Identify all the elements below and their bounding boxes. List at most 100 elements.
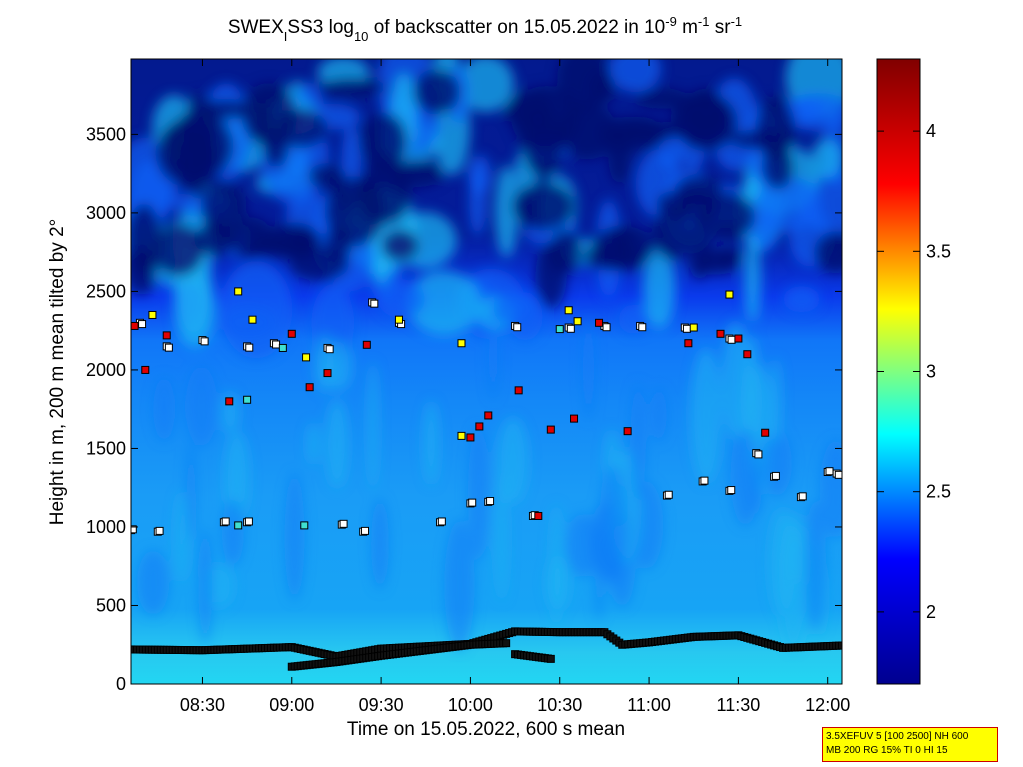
white-marker [566, 324, 575, 333]
texture-patch [811, 138, 842, 179]
red-marker [466, 433, 475, 442]
texture-patch [697, 248, 739, 275]
yellow-marker [457, 339, 466, 348]
texture-patch [469, 167, 486, 237]
cyan-marker [234, 521, 243, 530]
white-marker [727, 486, 736, 495]
y-tick-label: 1000 [86, 517, 126, 537]
y-axis-label: Height in m, 200 m mean tilted by 2° [47, 219, 68, 525]
texture-patch [720, 322, 751, 439]
texture-patch [535, 241, 567, 309]
texture-patch [744, 235, 761, 323]
texture-patch [755, 96, 796, 161]
texture-patch [511, 182, 575, 231]
red-marker [131, 321, 139, 330]
texture-patch [522, 111, 564, 178]
red-marker [475, 422, 484, 431]
texture-patch [643, 247, 676, 329]
y-tick-label: 3500 [86, 124, 126, 144]
texture-patch [198, 527, 213, 645]
white-marker [325, 345, 334, 354]
texture-patch [495, 473, 508, 601]
yellow-marker [248, 315, 257, 324]
texture-patch [635, 88, 689, 109]
y-tick-label: 3000 [86, 203, 126, 223]
texture-patch [457, 59, 515, 113]
texture-patch [358, 112, 408, 171]
texture-patch [308, 163, 346, 189]
texture-patch [671, 92, 731, 148]
red-marker [716, 329, 725, 338]
texture-patch [152, 223, 205, 277]
yellow-marker [564, 306, 573, 315]
yellow-marker [302, 353, 311, 362]
texture-patch [136, 550, 170, 615]
cyan-marker [300, 521, 309, 530]
white-marker [638, 323, 647, 332]
white-marker [754, 450, 763, 459]
x-tick-label: 09:00 [269, 695, 314, 715]
info-line-1: 3.5XEFUV 5 [100 2500] NH 600 [826, 731, 969, 742]
white-marker [825, 467, 834, 476]
texture-patch [221, 499, 245, 566]
texture-patch [608, 59, 662, 93]
chart-title: SWEXISS3 log10 of backscatter on 15.05.2… [228, 14, 742, 44]
texture-patch [358, 161, 411, 226]
texture-patch [183, 93, 218, 160]
texture-patch [306, 422, 321, 466]
texture-patch [558, 102, 617, 160]
info-line-2: MB 200 RG 15% TI 0 HI 15 [826, 745, 948, 756]
x-axis-label: Time on 15.05.2022, 600 s mean [347, 719, 625, 740]
marker-layer [131, 287, 842, 671]
red-marker [684, 339, 693, 348]
yellow-marker [573, 317, 582, 326]
colorbar-tick-label: 3 [926, 362, 936, 382]
white-marker [834, 470, 842, 479]
yellow-marker [457, 431, 466, 440]
texture-patch [406, 270, 482, 336]
red-marker [743, 350, 752, 359]
x-tick-label: 10:00 [448, 695, 493, 715]
texture-patch [819, 440, 842, 539]
texture-patch [262, 131, 289, 167]
x-tick-label: 08:30 [180, 695, 225, 715]
texture-patch [251, 103, 273, 141]
texture-patch [220, 260, 293, 359]
yellow-marker [148, 310, 157, 319]
texture-patch [674, 175, 723, 205]
short-track-marker [546, 654, 555, 663]
texture-patch [487, 314, 499, 401]
texture-patch [377, 279, 425, 319]
texture-patch [227, 217, 273, 259]
x-tick-label: 11:30 [717, 695, 761, 715]
yellow-marker [394, 315, 403, 324]
texture-patch [221, 309, 275, 337]
cyan-marker [278, 343, 287, 352]
red-marker [546, 425, 555, 434]
x-tick-label: 10:30 [537, 695, 582, 715]
texture-patch [174, 492, 189, 584]
texture-patch [782, 285, 821, 313]
white-marker [771, 471, 780, 480]
texture-patch [497, 417, 529, 504]
red-marker [514, 386, 523, 395]
texture-patch [444, 519, 475, 651]
texture-patch [185, 442, 197, 541]
texture-patch [325, 399, 349, 489]
info-box: 3.5XEFUV 5 [100 2500] NH 600 MB 200 RG 1… [822, 727, 998, 762]
y-tick-label: 2500 [86, 281, 126, 301]
texture-patch [768, 508, 796, 616]
red-marker [287, 329, 296, 338]
red-marker [734, 334, 743, 343]
texture-patch [550, 503, 563, 626]
y-tick-label: 0 [116, 674, 126, 694]
white-marker [468, 498, 477, 507]
white-marker [437, 517, 446, 526]
texture-patch [814, 231, 842, 274]
red-marker [162, 331, 171, 340]
colorbar-tick-label: 4 [926, 121, 936, 141]
white-marker [361, 526, 370, 535]
plot-area [131, 59, 842, 684]
red-marker [362, 340, 371, 349]
white-marker [272, 340, 281, 349]
